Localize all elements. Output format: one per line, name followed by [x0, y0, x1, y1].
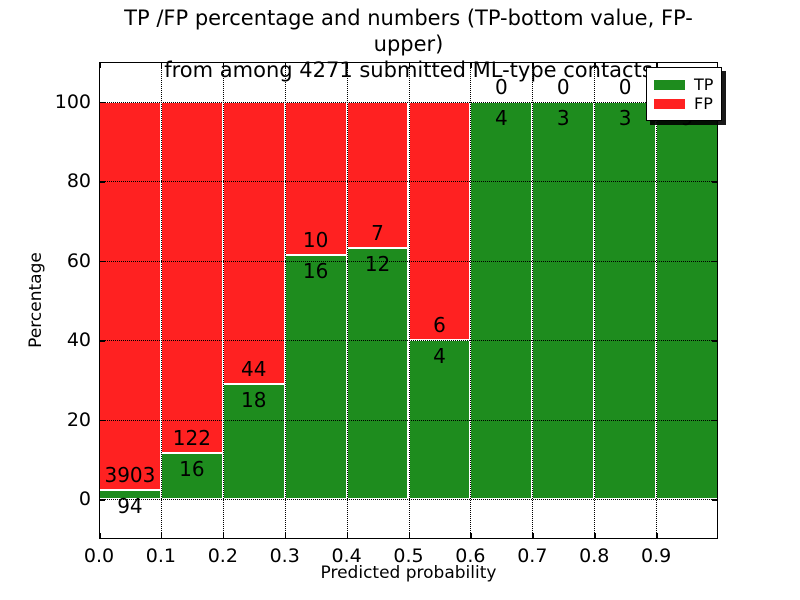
y-tick-mark [99, 499, 105, 501]
gridline-vertical [346, 62, 348, 539]
x-tick-mark-top [594, 62, 596, 68]
gridline-vertical [222, 62, 224, 539]
bar-annotation-fp: 6 [433, 313, 446, 338]
bar-annotation-fp: 122 [172, 426, 211, 451]
y-tick-mark-right [712, 181, 718, 183]
x-tick-label: 0.8 [579, 545, 610, 567]
gridline-vertical [532, 62, 534, 539]
y-tick-mark-right [712, 260, 718, 263]
bar-segment-fp [99, 101, 161, 490]
bar-annotation-fp: 7 [371, 221, 384, 246]
x-tick-mark [99, 533, 101, 539]
legend-item: TP [654, 76, 713, 93]
y-tick-mark-right [712, 419, 718, 422]
bar-annotation-tp: 12 [364, 252, 391, 277]
bar-annotation-fp: 0 [494, 74, 508, 99]
legend-item: FP [654, 95, 713, 112]
gridline-vertical [408, 62, 410, 539]
bar-annotation-tp: 4 [494, 105, 508, 130]
x-tick-mark [594, 533, 596, 539]
bar-segment-tp [532, 101, 595, 500]
x-tick-label: 0.9 [640, 545, 672, 567]
gridline-vertical [160, 62, 162, 539]
plot-area [99, 62, 718, 539]
x-tick-label: 0.2 [207, 545, 238, 567]
x-tick-mark [222, 533, 225, 539]
bar-segment-tp [656, 101, 718, 500]
bar-annotation-fp: 3903 [104, 462, 156, 487]
gridline-vertical [656, 62, 658, 539]
y-tick-label: 60 [66, 249, 91, 272]
fp-swatch [654, 98, 685, 109]
y-tick-mark-right [712, 499, 718, 501]
x-tick-mark-top [346, 62, 349, 68]
y-tick-mark-right [712, 340, 718, 342]
x-tick-mark [656, 533, 658, 539]
y-tick-mark [99, 340, 105, 342]
bar-segment-tp [594, 101, 657, 500]
bar-segment-tp [222, 383, 285, 500]
bar-annotation-tp: 16 [302, 258, 329, 283]
x-tick-label: 0.0 [83, 545, 115, 567]
y-tick-label: 20 [66, 408, 91, 431]
x-tick-label: 0.4 [331, 545, 362, 567]
x-tick-mark-top [284, 62, 287, 68]
x-tick-label: 0.6 [455, 545, 486, 567]
y-tick-mark [99, 181, 105, 183]
x-tick-mark [284, 533, 287, 539]
y-tick-label: 0 [78, 488, 91, 511]
bar-annotation-fp: 0 [618, 74, 632, 99]
x-tick-mark-top [532, 62, 534, 68]
x-tick-mark-top [470, 62, 472, 68]
bar-segment-fp [284, 101, 347, 255]
bar-annotation-fp: 10 [302, 227, 329, 252]
bar-segment-tp [346, 248, 409, 500]
bar-annotation-tp: 94 [117, 493, 143, 518]
x-tick-mark [470, 533, 472, 539]
legend-item-label: FP [694, 93, 713, 113]
x-tick-label: 0.3 [269, 545, 300, 567]
tp-swatch [654, 79, 685, 90]
x-tick-mark [346, 533, 349, 539]
x-tick-mark-top [408, 62, 411, 68]
x-tick-label: 0.5 [393, 545, 424, 567]
x-axis-label: Predicted probability [320, 563, 497, 583]
legend-item-label: TP [694, 74, 714, 94]
x-tick-mark [408, 533, 411, 539]
y-tick-mark [99, 419, 105, 422]
x-tick-mark [532, 533, 534, 539]
bar-annotation-fp: 0 [556, 74, 570, 99]
bar-segment-tp [160, 453, 223, 500]
bar-annotation-tp: 4 [433, 344, 446, 369]
bar-segment-fp [160, 101, 223, 454]
y-tick-mark [99, 101, 105, 104]
x-tick-label: 0.1 [145, 545, 176, 567]
chart-title-line1: TP /FP percentage and numbers (TP-bottom… [124, 6, 693, 56]
gridline-vertical [594, 62, 596, 539]
bar-annotation-tp: 18 [241, 387, 267, 412]
bar-segment-fp [346, 101, 409, 249]
x-tick-mark [160, 533, 163, 539]
x-tick-mark-top [160, 62, 163, 68]
bar-segment-tp [470, 101, 533, 500]
y-tick-label: 40 [66, 329, 91, 352]
y-tick-mark [99, 260, 105, 263]
y-tick-label: 80 [66, 170, 91, 193]
bar-annotation-tp: 16 [179, 457, 205, 482]
gridline-vertical [470, 62, 472, 539]
bar-segment-fp [408, 101, 471, 341]
x-tick-mark-top [99, 62, 101, 68]
legend: TP FP [646, 67, 723, 121]
bar-annotation-fp: 44 [241, 356, 267, 381]
bar-segment-tp [284, 254, 347, 500]
bar-annotation-tp: 3 [618, 105, 632, 130]
gridline-vertical [284, 62, 286, 539]
x-tick-label: 0.7 [517, 545, 548, 567]
x-tick-mark-top [222, 62, 225, 68]
bar-annotation-tp: 3 [556, 105, 570, 130]
y-tick-label: 100 [54, 90, 91, 113]
x-tick-mark-top [656, 62, 658, 68]
bar-segment-fp [222, 101, 285, 384]
